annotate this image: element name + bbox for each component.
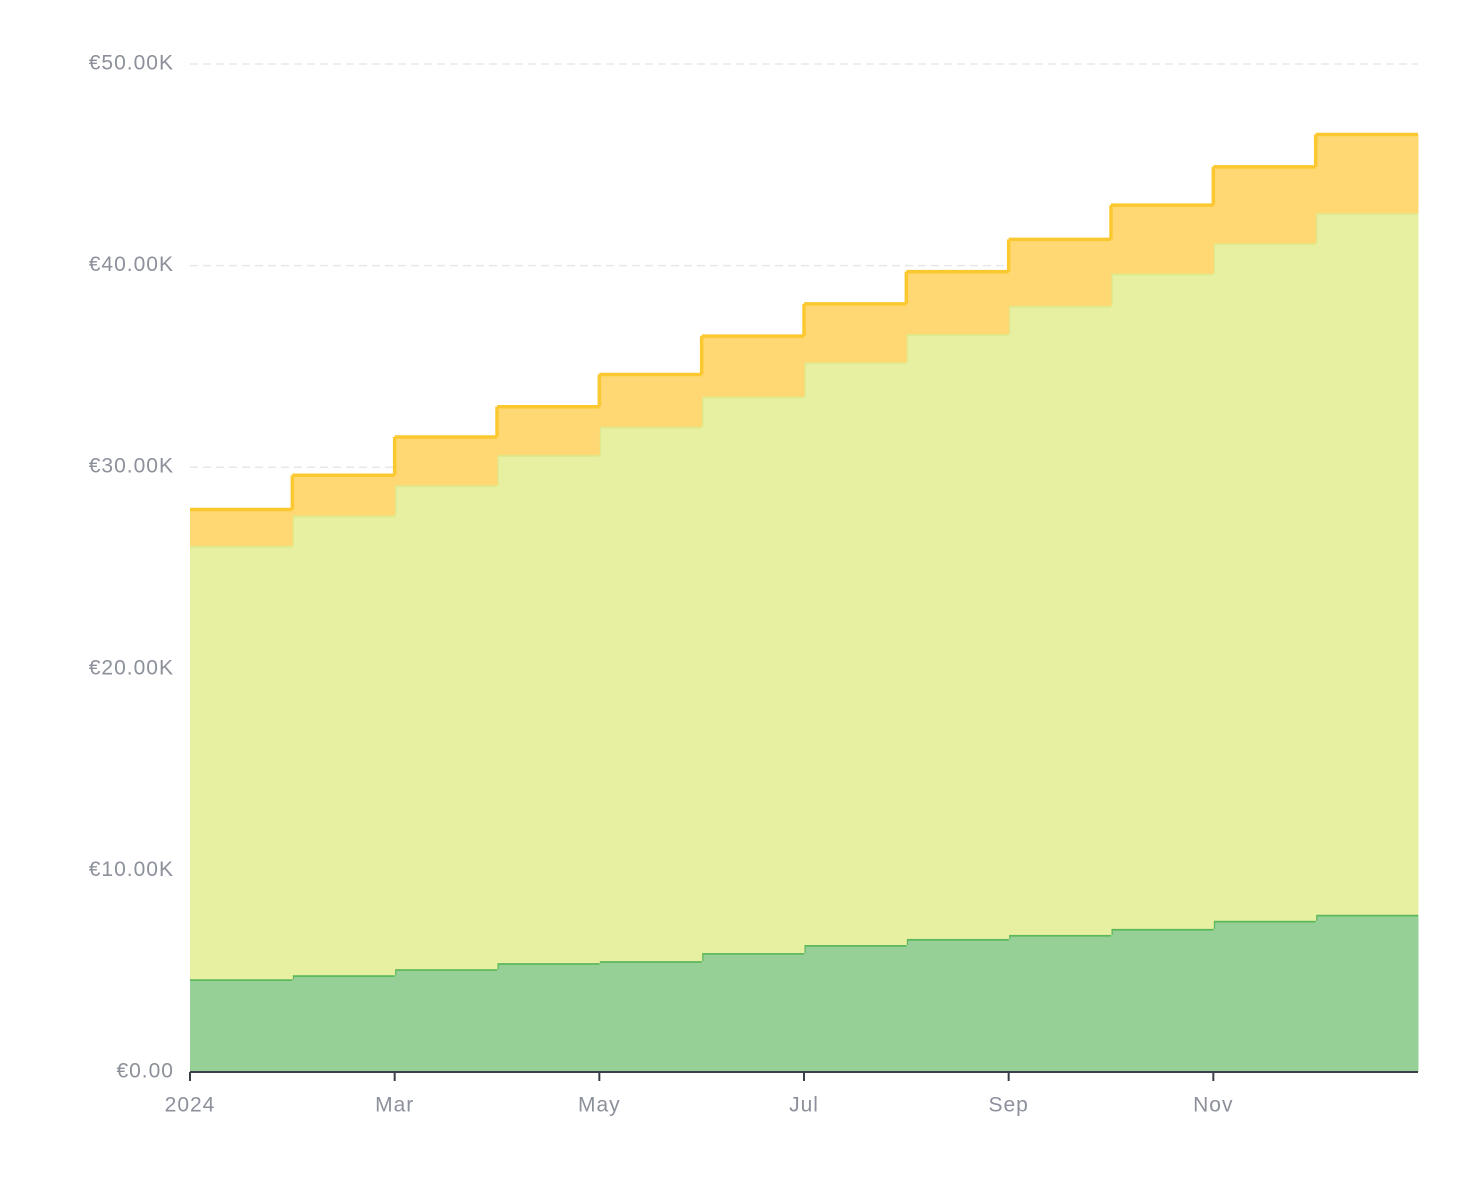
- area-segment: [1315, 914, 1419, 1072]
- area-segment: [1008, 305, 1112, 935]
- area-segment: [1111, 928, 1214, 1072]
- area-segment: [1008, 239, 1112, 306]
- area-segment: [701, 336, 805, 397]
- x-tick-label: Mar: [375, 1094, 414, 1117]
- area-segment: [394, 485, 498, 970]
- x-tick-label: Sep: [988, 1094, 1028, 1117]
- area-segment: [190, 979, 293, 1072]
- y-tick-label: €10.00K: [89, 858, 174, 881]
- x-tick-label: Nov: [1193, 1094, 1233, 1117]
- area-segment: [1315, 134, 1419, 214]
- area-segment: [906, 938, 1010, 1072]
- y-tick-label: €40.00K: [89, 253, 174, 276]
- area-segment: [599, 961, 703, 1072]
- y-tick-label: €0.00: [116, 1060, 174, 1083]
- area-segment: [804, 944, 907, 1072]
- area-segment: [292, 475, 396, 516]
- area-segment: [1111, 205, 1214, 274]
- area-segment: [1111, 273, 1214, 929]
- x-tick-label: 2024: [165, 1094, 216, 1117]
- y-tick-label: €20.00K: [89, 656, 174, 679]
- area-segment: [1213, 166, 1317, 244]
- x-tick-label: May: [578, 1094, 621, 1117]
- area-segment: [701, 396, 805, 954]
- area-segment: [906, 334, 1010, 939]
- area-segment: [292, 515, 396, 976]
- area-segment: [1213, 243, 1317, 921]
- area-segment: [190, 545, 293, 980]
- area-segment: [599, 374, 703, 427]
- y-tick-label: €50.00K: [89, 52, 174, 75]
- area-segment: [497, 455, 600, 964]
- area-segment: [497, 963, 600, 1072]
- y-tick-label: €30.00K: [89, 455, 174, 478]
- area-segment: [701, 953, 805, 1072]
- area-segment: [394, 436, 498, 486]
- x-tick-label: Jul: [789, 1094, 819, 1117]
- area-segment: [394, 969, 498, 1072]
- area-segment: [906, 271, 1010, 335]
- area-segment: [190, 509, 293, 546]
- area-segment: [292, 975, 396, 1072]
- area-segment: [497, 406, 600, 456]
- area-segment: [599, 426, 703, 962]
- area-segment: [1213, 920, 1317, 1072]
- area-segment: [804, 362, 907, 945]
- area-segment: [1008, 934, 1112, 1072]
- area-segment: [1315, 213, 1419, 915]
- area-segment: [804, 303, 907, 363]
